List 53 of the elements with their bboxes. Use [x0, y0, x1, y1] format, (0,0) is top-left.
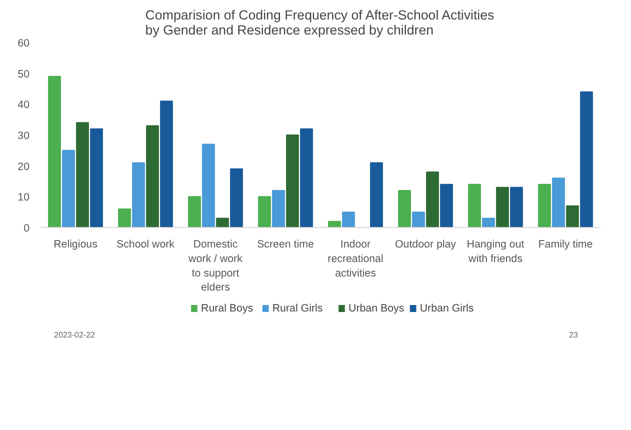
- text: 2023-02-22: [54, 330, 96, 340]
- x-tick-label: School work: [116, 238, 176, 250]
- text: 23: [569, 330, 578, 340]
- x-tick-label: Religious: [54, 238, 98, 250]
- bar: [440, 184, 453, 228]
- bar: [496, 186, 509, 228]
- bar: [90, 128, 103, 228]
- y-tick-label: 60: [18, 38, 30, 50]
- legend-label: Rural Boys: [201, 302, 254, 314]
- x-tick-label: Hanging out with friends: [466, 238, 524, 265]
- chart-title: Comparision of Coding Frequency of After-School Activities by Gender and Residence expressed by children: [145, 8, 495, 38]
- bar: [580, 91, 593, 228]
- bar: [48, 76, 61, 228]
- bar: [370, 162, 383, 228]
- bar: [160, 100, 173, 228]
- bar: [538, 184, 551, 228]
- bar: [76, 122, 89, 228]
- bar: [146, 125, 159, 228]
- x-tick-label: Indoor recreational activities: [328, 238, 384, 280]
- bar: [118, 208, 131, 228]
- bar: [62, 150, 75, 228]
- bar: [426, 172, 439, 228]
- bar: [468, 184, 481, 228]
- y-tick-label: 30: [18, 130, 30, 142]
- y-tick-label: 40: [18, 99, 30, 112]
- bar: [412, 212, 425, 228]
- legend-label: Urban Girls: [420, 302, 474, 314]
- x-tick-label: Screen time: [257, 238, 314, 250]
- bar: [132, 162, 145, 228]
- bar: [286, 134, 299, 228]
- bar: [272, 190, 285, 228]
- bar: [188, 196, 201, 228]
- bar: [342, 212, 355, 228]
- y-tick-label: 50: [18, 68, 30, 80]
- bar: [202, 144, 215, 228]
- bar: [510, 186, 523, 228]
- bar: [552, 178, 565, 228]
- bar: [398, 190, 411, 228]
- x-tick-label: Family time: [538, 238, 593, 250]
- legend-label: Urban Boys: [348, 302, 404, 314]
- legend-label: Rural Girls: [272, 302, 323, 314]
- bar: [300, 128, 313, 228]
- bar: [230, 168, 243, 228]
- x-tick-label: Outdoor play: [394, 238, 457, 250]
- bar: [482, 218, 495, 228]
- bar: [328, 220, 341, 228]
- bar: [566, 205, 579, 228]
- y-tick-label: 0: [24, 222, 30, 234]
- y-tick-label: 10: [18, 192, 30, 204]
- x-tick-label: Domestic work / work to support elders: [188, 238, 244, 294]
- y-tick-label: 20: [18, 160, 30, 173]
- bar: [258, 196, 271, 228]
- bar: [216, 218, 229, 228]
